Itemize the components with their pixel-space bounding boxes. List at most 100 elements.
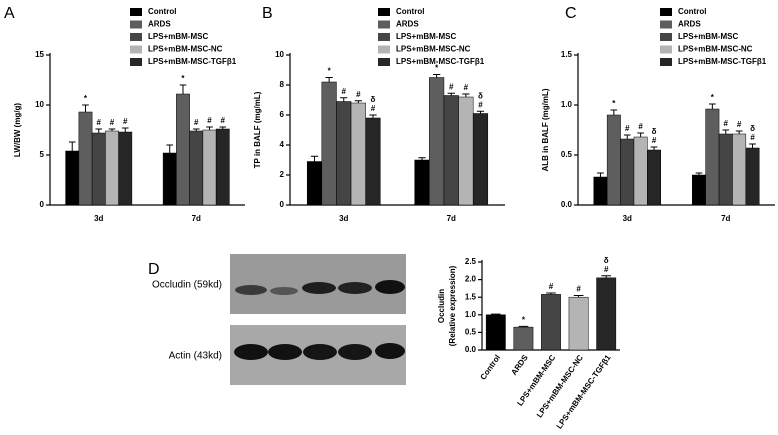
bar bbox=[647, 149, 661, 206]
y-tick-label: 1.5 bbox=[561, 50, 573, 59]
significance-mark: # bbox=[737, 120, 742, 129]
legend-swatch bbox=[660, 8, 672, 16]
error-bar bbox=[166, 144, 174, 153]
legend-swatch bbox=[130, 45, 142, 54]
legend-label: LPS+mBM-MSC-TGFβ1 bbox=[148, 57, 237, 66]
legend-label: Control bbox=[396, 7, 424, 16]
y-tick-label: 2 bbox=[280, 170, 285, 179]
band bbox=[235, 285, 267, 295]
band bbox=[375, 280, 405, 294]
bar bbox=[118, 131, 133, 206]
legend-swatch bbox=[378, 20, 390, 29]
significance-mark: * bbox=[181, 74, 185, 83]
bar bbox=[215, 128, 230, 206]
error-bar bbox=[121, 127, 129, 132]
y-tick-label: 0.5 bbox=[561, 150, 573, 159]
significance-mark: # bbox=[464, 83, 469, 92]
bar bbox=[745, 147, 760, 206]
error-bar bbox=[354, 100, 363, 103]
y-tick-label: 0 bbox=[40, 200, 45, 209]
significance-mark: δ bbox=[652, 127, 657, 136]
significance-mark: # bbox=[342, 87, 347, 96]
significance-mark: * bbox=[522, 316, 526, 325]
significance-mark: # bbox=[221, 116, 226, 125]
error-bar bbox=[325, 77, 333, 82]
band bbox=[270, 287, 298, 295]
error-bar bbox=[476, 110, 485, 114]
bar bbox=[202, 129, 217, 206]
legend-label: Control bbox=[678, 7, 706, 16]
error-bar bbox=[95, 128, 103, 133]
x-tick-label: 7d bbox=[447, 214, 456, 223]
legend-swatch bbox=[378, 45, 390, 54]
legend-swatch bbox=[378, 8, 390, 16]
bar bbox=[568, 296, 589, 351]
significance-mark: # bbox=[194, 118, 199, 127]
x-tick-label: Control bbox=[478, 353, 502, 381]
error-bar bbox=[490, 313, 501, 315]
band bbox=[338, 344, 372, 360]
y-tick-label: 4 bbox=[280, 140, 285, 149]
error-bar bbox=[310, 155, 319, 162]
bar bbox=[414, 159, 430, 206]
y-tick-label: 0.0 bbox=[561, 200, 573, 209]
bar bbox=[596, 277, 617, 351]
error-bar bbox=[192, 128, 200, 131]
legend-label: LPS+mBM-MSC-TGFβ1 bbox=[396, 57, 485, 66]
panel-label: B bbox=[262, 5, 273, 22]
band bbox=[375, 343, 405, 359]
error-bar bbox=[432, 74, 441, 78]
significance-mark: * bbox=[84, 94, 88, 103]
bar bbox=[541, 294, 561, 351]
significance-mark: # bbox=[724, 119, 729, 128]
error-bar bbox=[597, 172, 604, 177]
legend-swatch bbox=[660, 45, 672, 54]
bar bbox=[306, 161, 323, 206]
y-tick-label: 1.0 bbox=[561, 100, 573, 109]
significance-mark: δ bbox=[604, 256, 609, 265]
bar bbox=[65, 150, 80, 206]
significance-mark: # bbox=[604, 265, 609, 274]
legend-label: LPS+mBM-MSC-NC bbox=[678, 45, 753, 54]
y-tick-label: 2.5 bbox=[465, 257, 477, 266]
y-tick-label: 10 bbox=[275, 50, 284, 59]
error-bar bbox=[601, 275, 612, 278]
legend-swatch bbox=[660, 33, 672, 41]
y-tick-label: 5 bbox=[40, 150, 45, 159]
bar bbox=[336, 101, 352, 206]
significance-mark: # bbox=[97, 118, 102, 127]
y-tick-label: 2.0 bbox=[465, 275, 477, 284]
legend-swatch bbox=[130, 20, 142, 29]
significance-mark: * bbox=[328, 67, 332, 76]
significance-mark: # bbox=[371, 104, 376, 113]
error-bar bbox=[219, 126, 227, 129]
error-bar bbox=[650, 146, 658, 150]
bar bbox=[429, 77, 445, 206]
significance-mark: # bbox=[549, 282, 554, 291]
x-tick-label: 7d bbox=[192, 214, 201, 223]
legend-label: ARDS bbox=[148, 20, 171, 29]
y-tick-label: 1.0 bbox=[465, 310, 477, 319]
bar bbox=[105, 130, 119, 206]
y-axis-label: (Relative expression) bbox=[448, 265, 457, 346]
bar bbox=[732, 133, 747, 206]
y-tick-label: 10 bbox=[35, 100, 44, 109]
legend-label: LPS+mBM-MSC bbox=[396, 32, 456, 41]
significance-mark: # bbox=[652, 136, 657, 145]
legend-swatch bbox=[660, 20, 672, 29]
error-bar bbox=[179, 84, 187, 94]
bar bbox=[633, 136, 648, 206]
error-bar bbox=[623, 134, 631, 139]
significance-mark: * bbox=[435, 64, 439, 73]
bar bbox=[78, 111, 93, 206]
x-tick-label: 3d bbox=[623, 214, 632, 223]
y-axis-label: ALB in BALF (mg/mL) bbox=[541, 88, 550, 171]
error-bar bbox=[82, 104, 89, 112]
error-bar bbox=[610, 109, 618, 115]
y-tick-label: 0.0 bbox=[465, 345, 477, 354]
significance-mark: # bbox=[625, 124, 630, 133]
blot-label: Occludin (59kd) bbox=[152, 280, 222, 291]
bar bbox=[350, 102, 366, 206]
error-bar bbox=[418, 157, 426, 160]
